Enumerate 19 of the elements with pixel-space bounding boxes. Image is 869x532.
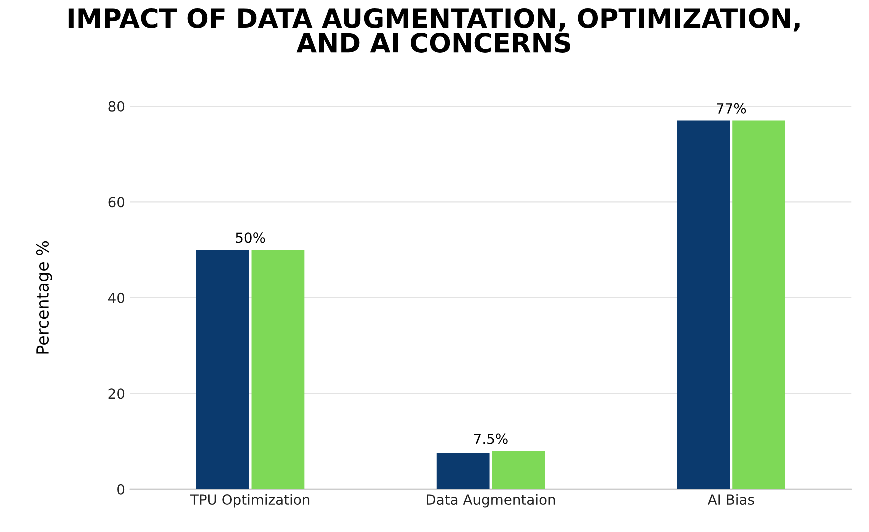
y-tick-label: 20 — [108, 388, 125, 400]
annotation: 50% — [236, 232, 266, 244]
y-tick-label: 60 — [108, 197, 125, 208]
y-tick-label: 40 — [108, 292, 125, 304]
y-tick-label: 0 — [118, 484, 125, 495]
bar — [436, 454, 490, 490]
bar — [732, 120, 786, 490]
x-tick-label: Data Augmentaion — [427, 494, 556, 508]
chart-title: IMPACT OF DATA AUGMENTATION, OPTIMIZATION, AND AI CONCERNS — [68, 8, 800, 53]
x-tick-label: TPU Optimization — [190, 494, 310, 508]
bar — [492, 451, 546, 490]
bar — [677, 120, 730, 490]
annotation: 7.5% — [474, 434, 508, 444]
annotation: 77% — [717, 103, 746, 114]
bar — [252, 250, 305, 490]
y-tick-label: 80 — [108, 101, 125, 112]
y-axis-title: Percentage % — [36, 241, 52, 354]
x-tick-label: AI Bias — [708, 494, 754, 506]
bar — [196, 250, 250, 490]
